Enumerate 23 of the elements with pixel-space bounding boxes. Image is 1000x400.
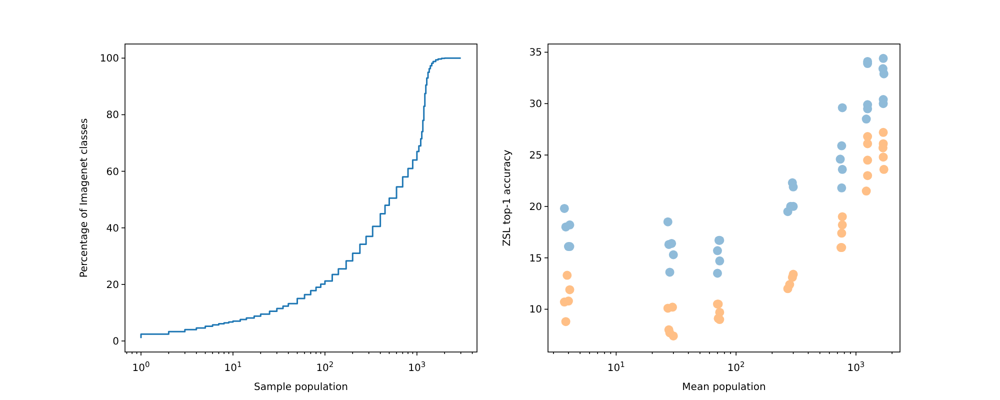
y-tick-label: 60 bbox=[106, 166, 119, 178]
y-axis-title: Percentage of Imagenet classes bbox=[79, 118, 90, 278]
y-axis-title: ZSL top-1 accuracy bbox=[502, 150, 513, 246]
y-tick-label: 20 bbox=[106, 280, 119, 291]
x-tick-label: 10$^{3}$ bbox=[408, 360, 426, 374]
y-tick-label: 0 bbox=[112, 336, 119, 348]
y-tick-label: 80 bbox=[106, 110, 119, 122]
x-tick-label: 10$^{2}$ bbox=[727, 360, 746, 374]
y-tick-label: 25 bbox=[529, 150, 542, 162]
x-axis-title: Sample population bbox=[254, 382, 348, 393]
x-tick-label: 10$^{0}$ bbox=[132, 360, 150, 374]
y-tick-label: 100 bbox=[100, 54, 119, 65]
y-tick-label: 30 bbox=[529, 99, 542, 110]
y-tick-label: 15 bbox=[529, 253, 542, 264]
x-tick-label: 10$^{2}$ bbox=[316, 360, 334, 374]
y-tick-label: 10 bbox=[529, 304, 542, 316]
x-tick-label: 10$^{3}$ bbox=[847, 360, 865, 374]
x-tick-label: 10$^{1}$ bbox=[224, 360, 242, 374]
y-tick-label: 35 bbox=[529, 48, 542, 59]
x-axis-title: Mean population bbox=[682, 382, 766, 393]
y-tick-label: 40 bbox=[106, 223, 119, 234]
x-tick-label: 10$^{1}$ bbox=[607, 360, 626, 374]
y-tick-label: 20 bbox=[529, 202, 542, 213]
